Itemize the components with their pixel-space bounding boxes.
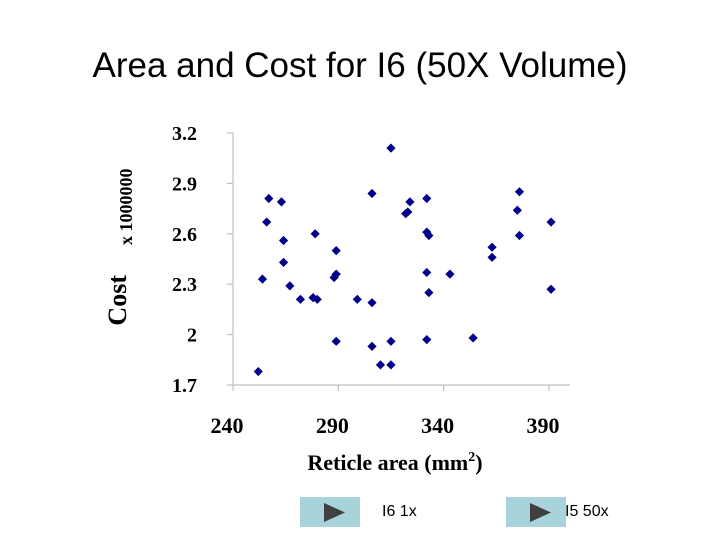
- data-point: [405, 197, 415, 207]
- x-tick-label: 290: [316, 413, 349, 438]
- slide-title: Area and Cost for I6 (50X Volume): [92, 46, 628, 85]
- y-axis-multiplier: x 1000000: [116, 169, 136, 246]
- nav-link-i5-50x[interactable]: I5 50x: [565, 503, 609, 520]
- data-point: [257, 274, 268, 284]
- data-point: [422, 193, 432, 204]
- play-arrow-icon: [530, 503, 551, 522]
- nav-link-i6-1x[interactable]: I6 1x: [382, 503, 417, 520]
- data-point: [375, 360, 386, 370]
- data-point: [312, 294, 322, 304]
- data-point: [468, 333, 478, 343]
- data-point: [352, 294, 362, 304]
- y-axis-label: Cost: [103, 275, 132, 326]
- data-point: [424, 288, 434, 298]
- y-tick-label: 2.3: [172, 274, 197, 296]
- data-point: [295, 294, 305, 304]
- y-tick-label: 2.9: [172, 173, 197, 195]
- chart-axes: [227, 132, 570, 391]
- x-tick-label: 390: [526, 413, 559, 438]
- x-tick-label: 340: [421, 413, 454, 438]
- data-point: [262, 217, 272, 227]
- y-tick-label: 2.6: [172, 224, 197, 246]
- data-point: [386, 336, 396, 346]
- data-point: [278, 235, 289, 246]
- nav-button-i5-50x[interactable]: [506, 497, 566, 527]
- data-point: [367, 298, 377, 308]
- data-point: [514, 187, 525, 197]
- data-point: [310, 229, 320, 239]
- data-point: [386, 143, 396, 153]
- x-tick-label: 240: [211, 413, 244, 438]
- data-point: [546, 217, 556, 227]
- data-point: [487, 242, 497, 252]
- data-points: [253, 143, 556, 377]
- x-axis-label: Reticle area (mm2): [307, 450, 482, 475]
- data-point: [445, 269, 455, 279]
- y-tick-label: 2: [187, 325, 197, 347]
- data-point: [487, 252, 497, 262]
- data-point: [514, 230, 525, 241]
- nav-button-i6-1x[interactable]: [300, 497, 360, 527]
- data-point: [424, 230, 434, 241]
- y-tick-label: 3.2: [172, 123, 197, 145]
- data-point: [285, 281, 295, 291]
- data-point: [422, 335, 432, 345]
- y-tick-labels: 3.2 2.9 2.6 2.3 2 1.7: [172, 123, 197, 397]
- data-point: [367, 188, 377, 199]
- data-point: [276, 197, 287, 207]
- data-point: [264, 193, 274, 204]
- data-point: [422, 227, 432, 237]
- data-point: [308, 293, 318, 303]
- x-tick-labels: 240 290 340 390: [211, 413, 560, 438]
- data-point: [278, 257, 289, 267]
- data-point: [329, 272, 339, 283]
- data-point: [512, 205, 522, 215]
- data-point: [403, 207, 413, 217]
- data-point: [367, 341, 377, 351]
- y-tick-label: 1.7: [172, 375, 197, 397]
- play-arrow-icon: [324, 503, 345, 522]
- data-point: [331, 269, 341, 279]
- data-point: [331, 246, 341, 256]
- data-point: [253, 366, 263, 377]
- data-point: [546, 284, 556, 294]
- data-point: [331, 336, 341, 346]
- data-point: [422, 267, 432, 278]
- data-point: [386, 360, 396, 370]
